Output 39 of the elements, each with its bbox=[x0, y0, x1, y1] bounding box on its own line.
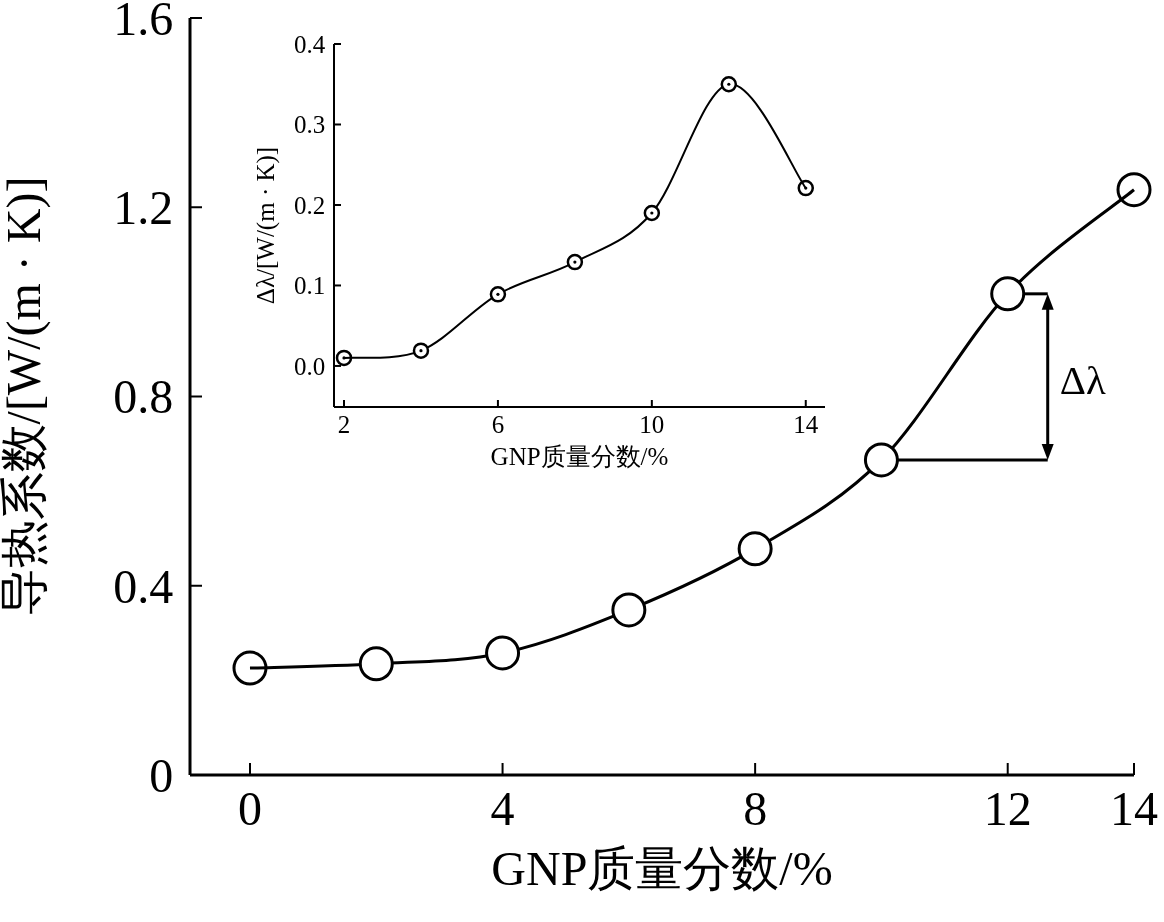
x-tick-label: 14 bbox=[1110, 782, 1158, 836]
y-axis-title: Δλ/[W/(m · K)] bbox=[252, 146, 280, 305]
point bbox=[412, 342, 430, 359]
y-tick-label: 0.4 bbox=[113, 559, 174, 613]
x-tick-label: 0 bbox=[237, 782, 262, 836]
x-tick-label: 2 bbox=[337, 411, 351, 439]
x-tick-label: 10 bbox=[639, 411, 665, 439]
point bbox=[1116, 172, 1152, 208]
annotation: Δλ bbox=[1059, 357, 1106, 403]
y-tick-label: 1.6 bbox=[113, 0, 174, 45]
point bbox=[335, 349, 353, 367]
x-tick-label: 4 bbox=[490, 782, 515, 836]
point bbox=[611, 592, 647, 628]
x-tick-label: 12 bbox=[983, 782, 1032, 836]
x-axis-title: GNP质量分数/% bbox=[491, 842, 833, 896]
y-tick-label: 0.3 bbox=[294, 111, 326, 139]
point bbox=[643, 204, 661, 222]
y-tick-label: 0.2 bbox=[294, 191, 326, 219]
point bbox=[358, 646, 394, 682]
y-tick-label: 0.4 bbox=[294, 30, 326, 58]
y-axis-title: 导热系数/[W/(m · K)] bbox=[0, 176, 51, 617]
point bbox=[485, 635, 521, 671]
x-tick-label: 14 bbox=[793, 411, 819, 439]
point bbox=[990, 276, 1026, 312]
y-tick-label: 0.0 bbox=[294, 352, 326, 380]
y-tick-label: 0.8 bbox=[113, 370, 174, 424]
y-tick-label: 0 bbox=[149, 748, 174, 802]
x-tick-label: 6 bbox=[491, 411, 505, 439]
point bbox=[566, 253, 584, 271]
point bbox=[720, 75, 738, 93]
point bbox=[863, 442, 899, 478]
y-tick-label: 1.2 bbox=[113, 181, 174, 235]
point bbox=[797, 179, 815, 197]
x-tick-label: 8 bbox=[743, 782, 768, 836]
point bbox=[489, 286, 507, 303]
x-axis-title: GNP质量分数/% bbox=[490, 442, 669, 470]
point bbox=[232, 650, 268, 686]
y-tick-label: 0.1 bbox=[294, 272, 326, 300]
point bbox=[737, 531, 773, 567]
